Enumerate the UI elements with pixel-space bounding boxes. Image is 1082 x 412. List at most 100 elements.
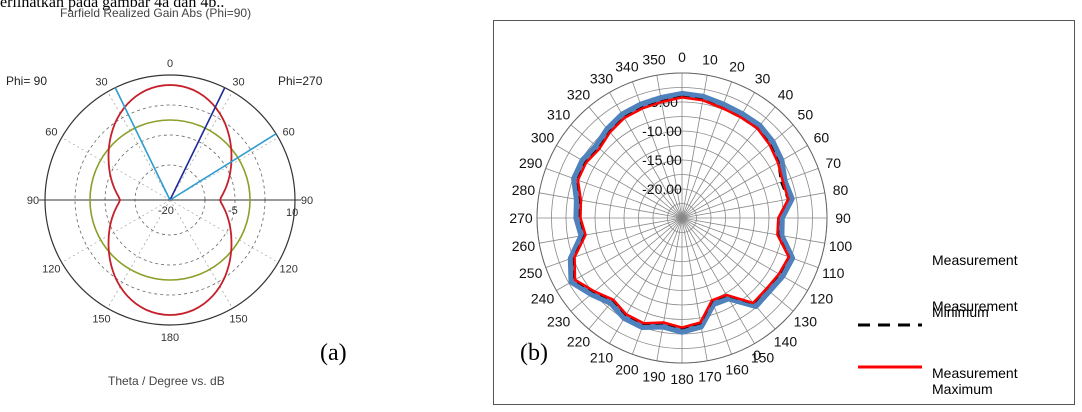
angle-tick-label: 90 bbox=[835, 210, 851, 226]
angle-tick-label: 150 bbox=[751, 349, 775, 365]
panel-a-polar-plot: 0 30 30 60 60 90 90 120 120 150 150 180 -20 -5 10 bbox=[27, 58, 313, 344]
grid-spoke bbox=[681, 217, 708, 361]
angle-label: 90 bbox=[27, 195, 39, 207]
angle-label: 150 bbox=[92, 314, 110, 326]
grid-spoke bbox=[539, 217, 683, 244]
angle-tick-label: 170 bbox=[698, 369, 722, 385]
angle-tick-label: 350 bbox=[642, 51, 666, 67]
angle-tick-label: 280 bbox=[512, 182, 536, 198]
grid-spoke bbox=[632, 217, 683, 355]
angle-tick-label: 100 bbox=[829, 238, 853, 254]
angle-tick-label: 240 bbox=[531, 291, 555, 307]
reference-circle bbox=[89, 119, 251, 281]
angle-label: 30 bbox=[232, 76, 244, 88]
panel-b-label: (b) bbox=[520, 340, 548, 366]
angle-tick-label: 120 bbox=[810, 291, 834, 307]
angle-tick-label: 110 bbox=[822, 265, 845, 281]
grid-spoke bbox=[681, 145, 808, 219]
spoke bbox=[169, 199, 233, 309]
angle-tick-label: 60 bbox=[814, 130, 830, 146]
legend-maximum-line2: Maximum bbox=[932, 381, 993, 397]
angle-tick-label: 10 bbox=[702, 51, 718, 67]
radial-tick-label: -10.00 bbox=[642, 123, 682, 139]
panel-a-label: (a) bbox=[320, 340, 347, 366]
grid-spoke bbox=[681, 192, 825, 219]
radial-value-label: -5 bbox=[228, 205, 238, 217]
outer-ring bbox=[536, 72, 828, 364]
angle-label: 120 bbox=[279, 264, 297, 276]
angle-tick-label: 340 bbox=[615, 59, 639, 75]
angle-tick-label: 190 bbox=[642, 369, 666, 385]
beam-line bbox=[114, 87, 171, 201]
angle-tick-label: 70 bbox=[826, 155, 842, 171]
angle-tick-label: 50 bbox=[798, 107, 814, 123]
grid-spoke bbox=[681, 217, 825, 244]
angle-label: 0 bbox=[167, 58, 173, 70]
angle-tick-label: 320 bbox=[567, 87, 591, 103]
panel-a-title: Farfield Realized Gain Abs (Phi=90) bbox=[60, 6, 252, 20]
angle-tick-label: 230 bbox=[547, 313, 571, 329]
angle-tick-label: 310 bbox=[547, 107, 571, 123]
angle-tick-label: 260 bbox=[512, 238, 536, 254]
angle-tick-label: 250 bbox=[519, 265, 543, 281]
grid-spoke bbox=[681, 217, 732, 355]
angle-tick-label: 330 bbox=[590, 71, 614, 87]
angle-label: 180 bbox=[161, 332, 179, 344]
angle-tick-label: 140 bbox=[774, 333, 798, 349]
spoke bbox=[61, 137, 171, 201]
angle-tick-label: 200 bbox=[615, 361, 639, 377]
panel-b-frame bbox=[493, 20, 1075, 405]
panel-a-footer: Theta / Degree vs. dB bbox=[108, 374, 225, 388]
angle-tick-label: 40 bbox=[778, 87, 794, 103]
spoke bbox=[169, 91, 233, 201]
grid-spoke bbox=[681, 217, 808, 291]
angle-tick-label: 220 bbox=[567, 333, 591, 349]
grid-spoke bbox=[681, 217, 755, 344]
angle-tick-label: 30 bbox=[755, 71, 771, 87]
grid-spoke bbox=[556, 145, 683, 219]
angle-tick-label: 20 bbox=[729, 59, 745, 75]
angle-label: 60 bbox=[283, 127, 295, 139]
grid-spoke bbox=[545, 168, 683, 219]
angle-label: 90 bbox=[301, 195, 313, 207]
beam-line bbox=[169, 87, 226, 201]
angle-tick-label: 300 bbox=[531, 130, 555, 146]
grid-spoke bbox=[539, 192, 683, 219]
angle-tick-label: 160 bbox=[725, 361, 749, 377]
grid-spoke bbox=[556, 217, 683, 291]
grid-spoke bbox=[588, 106, 683, 219]
angle-tick-label: 180 bbox=[670, 371, 694, 387]
legend-maximum-line1: Measurement bbox=[932, 365, 1018, 381]
grid-spoke bbox=[681, 217, 776, 330]
angle-tick-label: 210 bbox=[590, 349, 614, 365]
grid-spoke bbox=[681, 217, 819, 268]
angle-tick-label: 290 bbox=[519, 155, 543, 171]
series-line-3 bbox=[573, 96, 791, 329]
grid-spoke bbox=[681, 168, 819, 219]
spoke bbox=[107, 199, 171, 309]
radial-tick-label: -15.00 bbox=[642, 152, 682, 168]
spoke bbox=[61, 199, 171, 263]
beam-line bbox=[169, 133, 277, 201]
angle-label: 150 bbox=[229, 314, 247, 326]
angle-label: 120 bbox=[42, 264, 60, 276]
legend-minimum-line1: Measurement bbox=[932, 298, 1018, 314]
angle-tick-label: 0 bbox=[678, 49, 686, 65]
angle-tick-label: 270 bbox=[509, 210, 533, 226]
grid-spoke bbox=[588, 217, 683, 330]
grid-spoke bbox=[656, 217, 683, 361]
angle-tick-label: 80 bbox=[833, 182, 849, 198]
grid-spoke bbox=[570, 124, 683, 219]
angle-label: 30 bbox=[95, 76, 107, 88]
radial-tick-label: -20.00 bbox=[642, 181, 682, 197]
caption-text: erlihatkan pada gambar 4a dan 4b.. bbox=[0, 0, 225, 11]
radial-value-label: -20 bbox=[158, 205, 174, 217]
grid-spoke bbox=[609, 217, 683, 344]
phi-right-label: Phi=270 bbox=[278, 74, 323, 88]
gain-pattern bbox=[107, 84, 233, 316]
legend-minimum-line2: Minimum bbox=[932, 304, 989, 320]
legend-measurement: Measurement bbox=[932, 252, 1018, 268]
angle-label: 60 bbox=[45, 127, 57, 139]
radial-value-label: 10 bbox=[286, 207, 298, 219]
